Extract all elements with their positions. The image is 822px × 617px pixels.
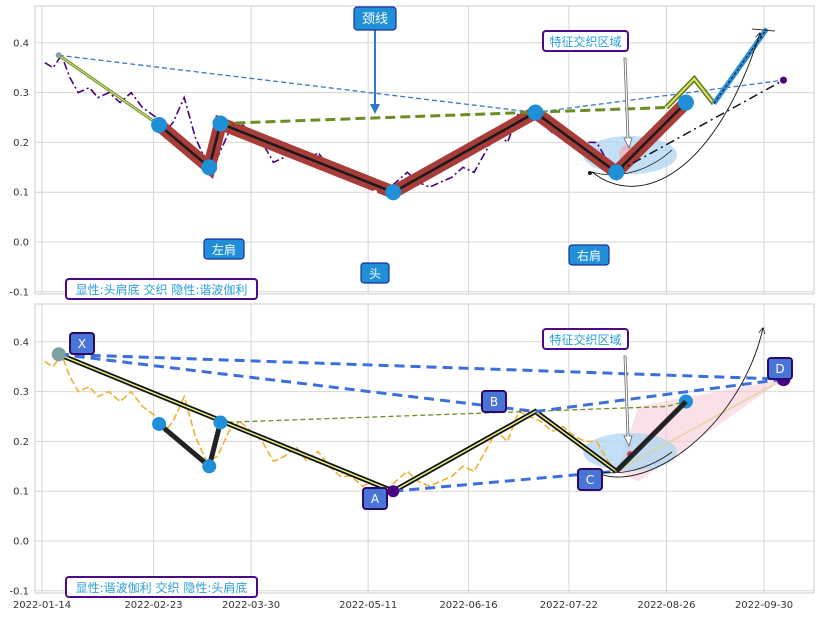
bottom-panel: -0.1 0.0 0.1 0.2 0.3 0.4 2022-01-14 2022-02-23… <box>9 303 815 611</box>
right-shoulder-label: 右肩 <box>577 248 601 263</box>
bottom-overlap-label-box <box>542 328 629 350</box>
bottom-right-shoulder-leg <box>614 399 688 474</box>
top-caption-box <box>65 278 258 300</box>
bottom-overlap-label: 特征交织区域 <box>549 332 621 347</box>
pattern-node <box>677 94 694 111</box>
y-tick-label: 0.0 <box>13 537 29 548</box>
pattern-node <box>201 159 218 176</box>
x-tick-label: 2022-06-16 <box>439 600 497 611</box>
bottom-nodes <box>51 347 791 498</box>
y-tick-label: 0.4 <box>13 337 29 348</box>
y-tick-label: 0.1 <box>13 487 29 498</box>
neckline-label-box <box>353 6 397 31</box>
x-tick-label: 2022-08-26 <box>637 600 695 611</box>
top-plot-area <box>34 5 815 295</box>
x-tick-label: 2022-02-23 <box>124 600 182 611</box>
point-a-marker <box>387 485 400 498</box>
point-x-marker <box>51 347 66 362</box>
y-tick-label: 0.2 <box>13 138 29 149</box>
bottom-node <box>213 415 228 430</box>
bottom-hs-line <box>157 421 223 471</box>
y-tick-label: 0.1 <box>13 188 29 199</box>
bottom-curved-arrow <box>591 328 763 478</box>
curved-arrow <box>591 33 760 187</box>
bottom-y-ticks: -0.1 0.0 0.1 0.2 0.3 0.4 <box>9 337 29 597</box>
point-a-label: A <box>371 492 380 506</box>
top-panel-caption: 显性:头肩底 交织 隐性:谐波伽利 <box>76 282 248 297</box>
point-c-box <box>577 468 603 491</box>
bottom-x-ticks: 2022-01-14 2022-02-23 2022-03-30 2022-05-11… <box>13 600 793 611</box>
left-shoulder-label-box <box>203 238 245 260</box>
pattern-node <box>385 184 402 201</box>
bottom-plot-area <box>34 303 815 594</box>
x-tick-label: 2022-05-11 <box>339 600 397 611</box>
point-d-box <box>767 357 793 380</box>
top-panel: -0.1 0.0 0.1 0.2 0.3 0.4 <box>9 5 815 300</box>
x-tick-label: 2022-03-30 <box>222 600 280 611</box>
point-x-box <box>69 332 95 355</box>
right-node-center <box>588 171 592 175</box>
y-tick-label: 0.3 <box>13 387 29 398</box>
projection-inner <box>665 77 715 109</box>
bottom-overlap-pointer <box>623 355 633 448</box>
pattern-node <box>527 104 544 121</box>
pattern-node <box>151 116 168 133</box>
head-label-box <box>360 262 390 284</box>
y-tick-label: -0.1 <box>9 586 29 597</box>
overlap-zone-pointer <box>623 57 633 150</box>
right-shoulder-label-box <box>568 244 610 266</box>
pattern-nodes <box>151 94 694 201</box>
harmonic-point-labels: X A B C D <box>69 332 793 510</box>
point-b-label: B <box>490 395 498 409</box>
neckline-label: 颈线 <box>362 12 388 27</box>
target-cap <box>751 28 776 32</box>
overlap-zone-label: 特征交织区域 <box>549 34 621 49</box>
point-b-box <box>481 390 507 413</box>
bottom-panel-caption: 显性:谐波伽利 交织 隐性:头肩底 <box>76 580 248 595</box>
x-to-shoulder-inner <box>58 54 160 126</box>
left-shoulder-label: 左肩 <box>212 242 236 257</box>
start-point-marker <box>55 52 62 59</box>
dashdot-line <box>615 79 784 173</box>
y-tick-label: 0.0 <box>13 238 29 249</box>
end-point-marker <box>780 76 788 84</box>
cd-leg-inner <box>616 378 784 472</box>
neckline-arrow-head <box>370 104 380 114</box>
point-x-label: X <box>78 337 86 351</box>
y-tick-label: -0.1 <box>9 287 29 298</box>
ratio-line <box>393 469 617 493</box>
y-tick-label: 0.2 <box>13 437 29 448</box>
top-y-ticks: -0.1 0.0 0.1 0.2 0.3 0.4 <box>9 38 29 298</box>
y-tick-label: 0.4 <box>13 38 29 49</box>
head-label: 头 <box>369 267 381 281</box>
ratio-line <box>58 352 536 414</box>
bottom-node <box>202 459 217 474</box>
y-tick-label: 0.3 <box>13 88 29 99</box>
head-node-center <box>373 190 377 194</box>
bottom-caption-box <box>65 576 258 598</box>
harmonic-ratio-lines <box>58 352 784 493</box>
point-a-box <box>362 487 388 510</box>
x-tick-label: 2022-09-30 <box>735 600 793 611</box>
point-c-label: C <box>586 473 594 487</box>
overlap-zone-label-box <box>542 30 629 52</box>
projection-target-inner <box>713 28 768 104</box>
x-tick-label: 2022-01-14 <box>13 600 71 611</box>
ratio-line <box>535 377 784 414</box>
pattern-node <box>608 164 625 181</box>
point-d-label: D <box>775 362 784 376</box>
x-tick-label: 2022-07-22 <box>540 600 598 611</box>
ratio-line <box>58 352 784 381</box>
bottom-node <box>152 416 167 431</box>
pattern-node <box>212 115 229 132</box>
curved-arrow-short <box>591 149 673 176</box>
